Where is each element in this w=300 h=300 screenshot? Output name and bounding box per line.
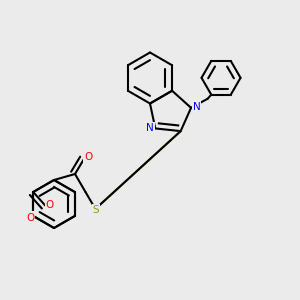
Text: O: O xyxy=(46,200,54,211)
Text: N: N xyxy=(146,123,154,133)
Text: S: S xyxy=(93,205,99,215)
Text: O: O xyxy=(84,152,93,163)
Text: N: N xyxy=(193,102,200,112)
Text: O: O xyxy=(26,212,34,223)
